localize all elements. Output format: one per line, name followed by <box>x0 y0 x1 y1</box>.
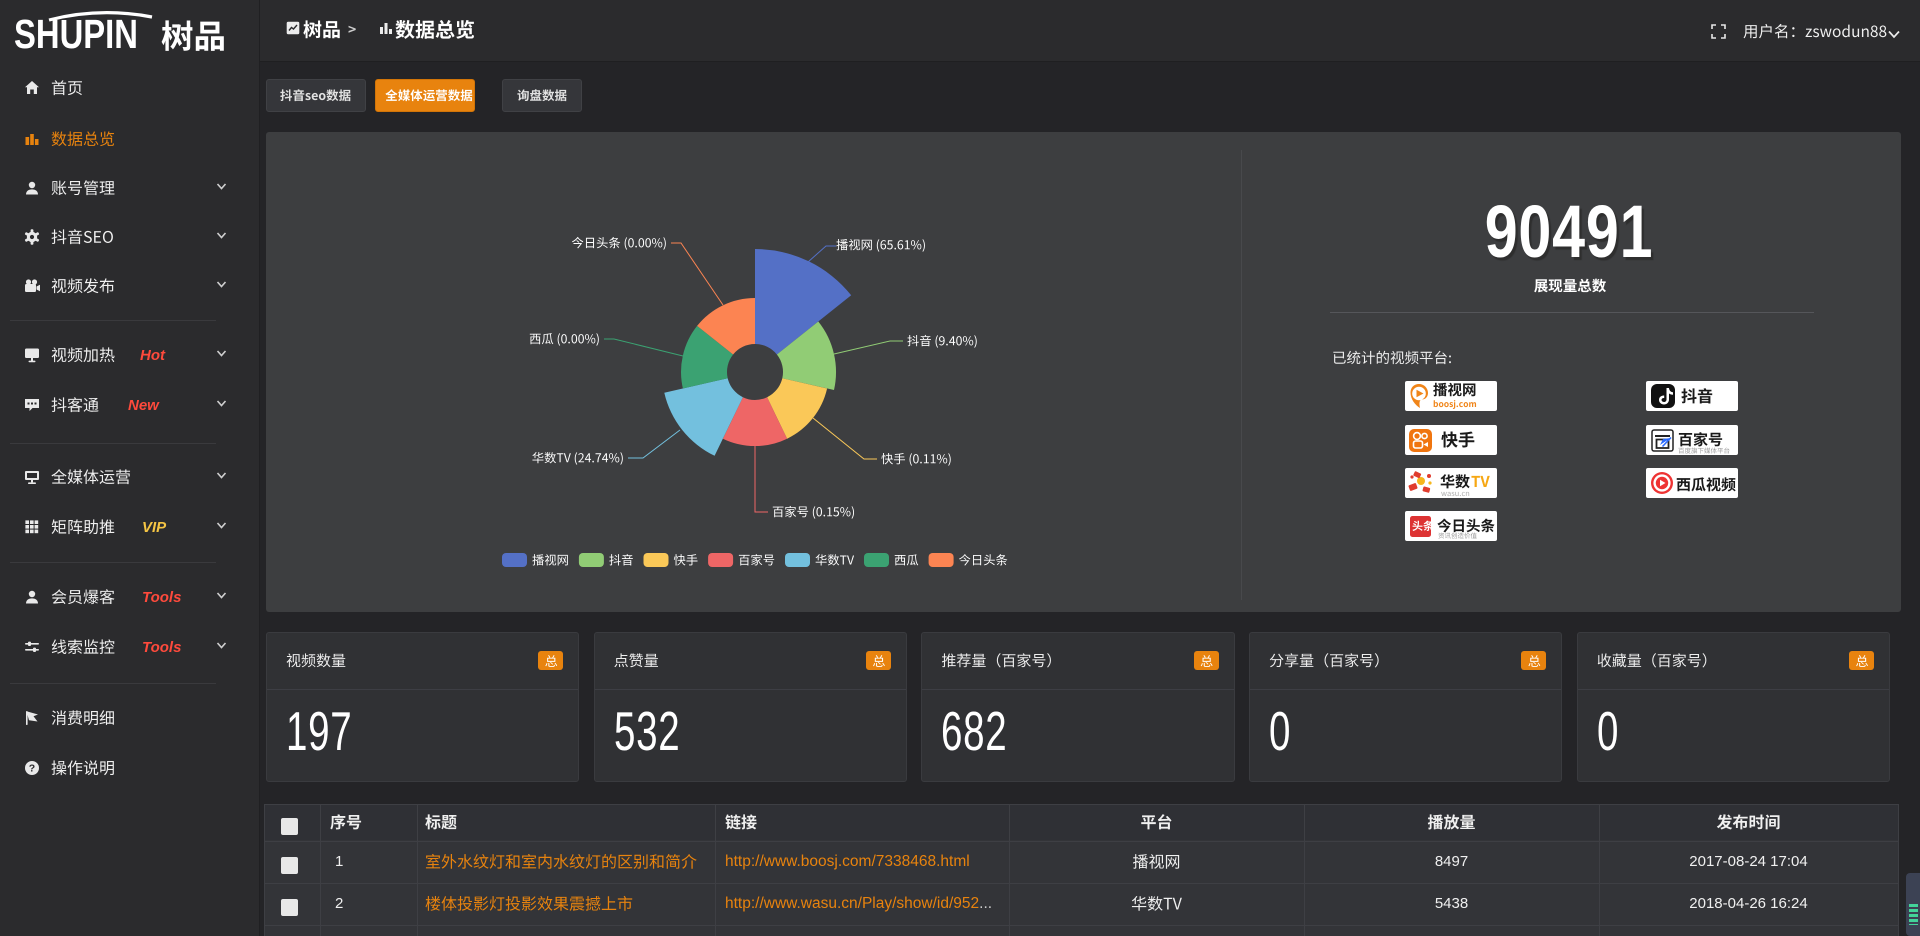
svg-text:SHUPIN: SHUPIN <box>14 11 138 57</box>
svg-text:?: ? <box>29 763 35 775</box>
